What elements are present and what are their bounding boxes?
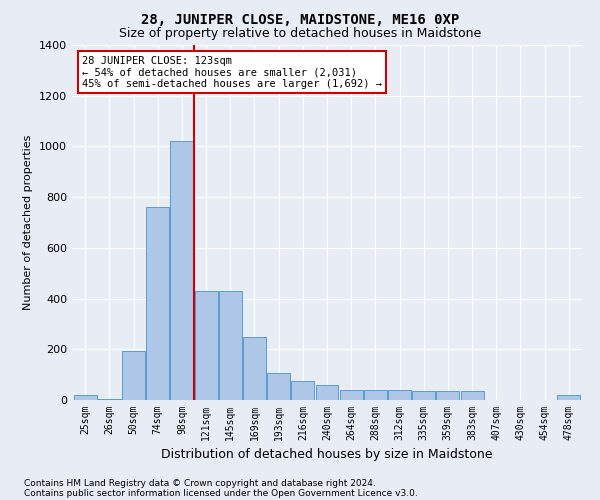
Bar xyxy=(170,142,193,400)
Bar xyxy=(194,291,218,400)
Text: Size of property relative to detached houses in Maidstone: Size of property relative to detached ho… xyxy=(119,28,481,40)
Bar xyxy=(292,381,314,400)
Bar xyxy=(388,390,411,400)
Bar xyxy=(364,390,387,400)
Bar xyxy=(74,395,97,400)
X-axis label: Distribution of detached houses by size in Maidstone: Distribution of detached houses by size … xyxy=(161,448,493,462)
Text: Contains HM Land Registry data © Crown copyright and database right 2024.: Contains HM Land Registry data © Crown c… xyxy=(24,478,376,488)
Bar xyxy=(316,385,338,400)
Bar xyxy=(557,395,580,400)
Bar xyxy=(412,391,435,400)
Bar xyxy=(98,398,121,400)
Bar xyxy=(436,391,460,400)
Text: 28 JUNIPER CLOSE: 123sqm
← 54% of detached houses are smaller (2,031)
45% of sem: 28 JUNIPER CLOSE: 123sqm ← 54% of detach… xyxy=(82,56,382,89)
Bar xyxy=(122,350,145,400)
Bar xyxy=(243,336,266,400)
Bar xyxy=(219,291,242,400)
Y-axis label: Number of detached properties: Number of detached properties xyxy=(23,135,34,310)
Text: 28, JUNIPER CLOSE, MAIDSTONE, ME16 0XP: 28, JUNIPER CLOSE, MAIDSTONE, ME16 0XP xyxy=(141,12,459,26)
Bar xyxy=(267,374,290,400)
Bar xyxy=(340,390,362,400)
Bar xyxy=(146,208,169,400)
Bar xyxy=(461,391,484,400)
Text: Contains public sector information licensed under the Open Government Licence v3: Contains public sector information licen… xyxy=(24,488,418,498)
